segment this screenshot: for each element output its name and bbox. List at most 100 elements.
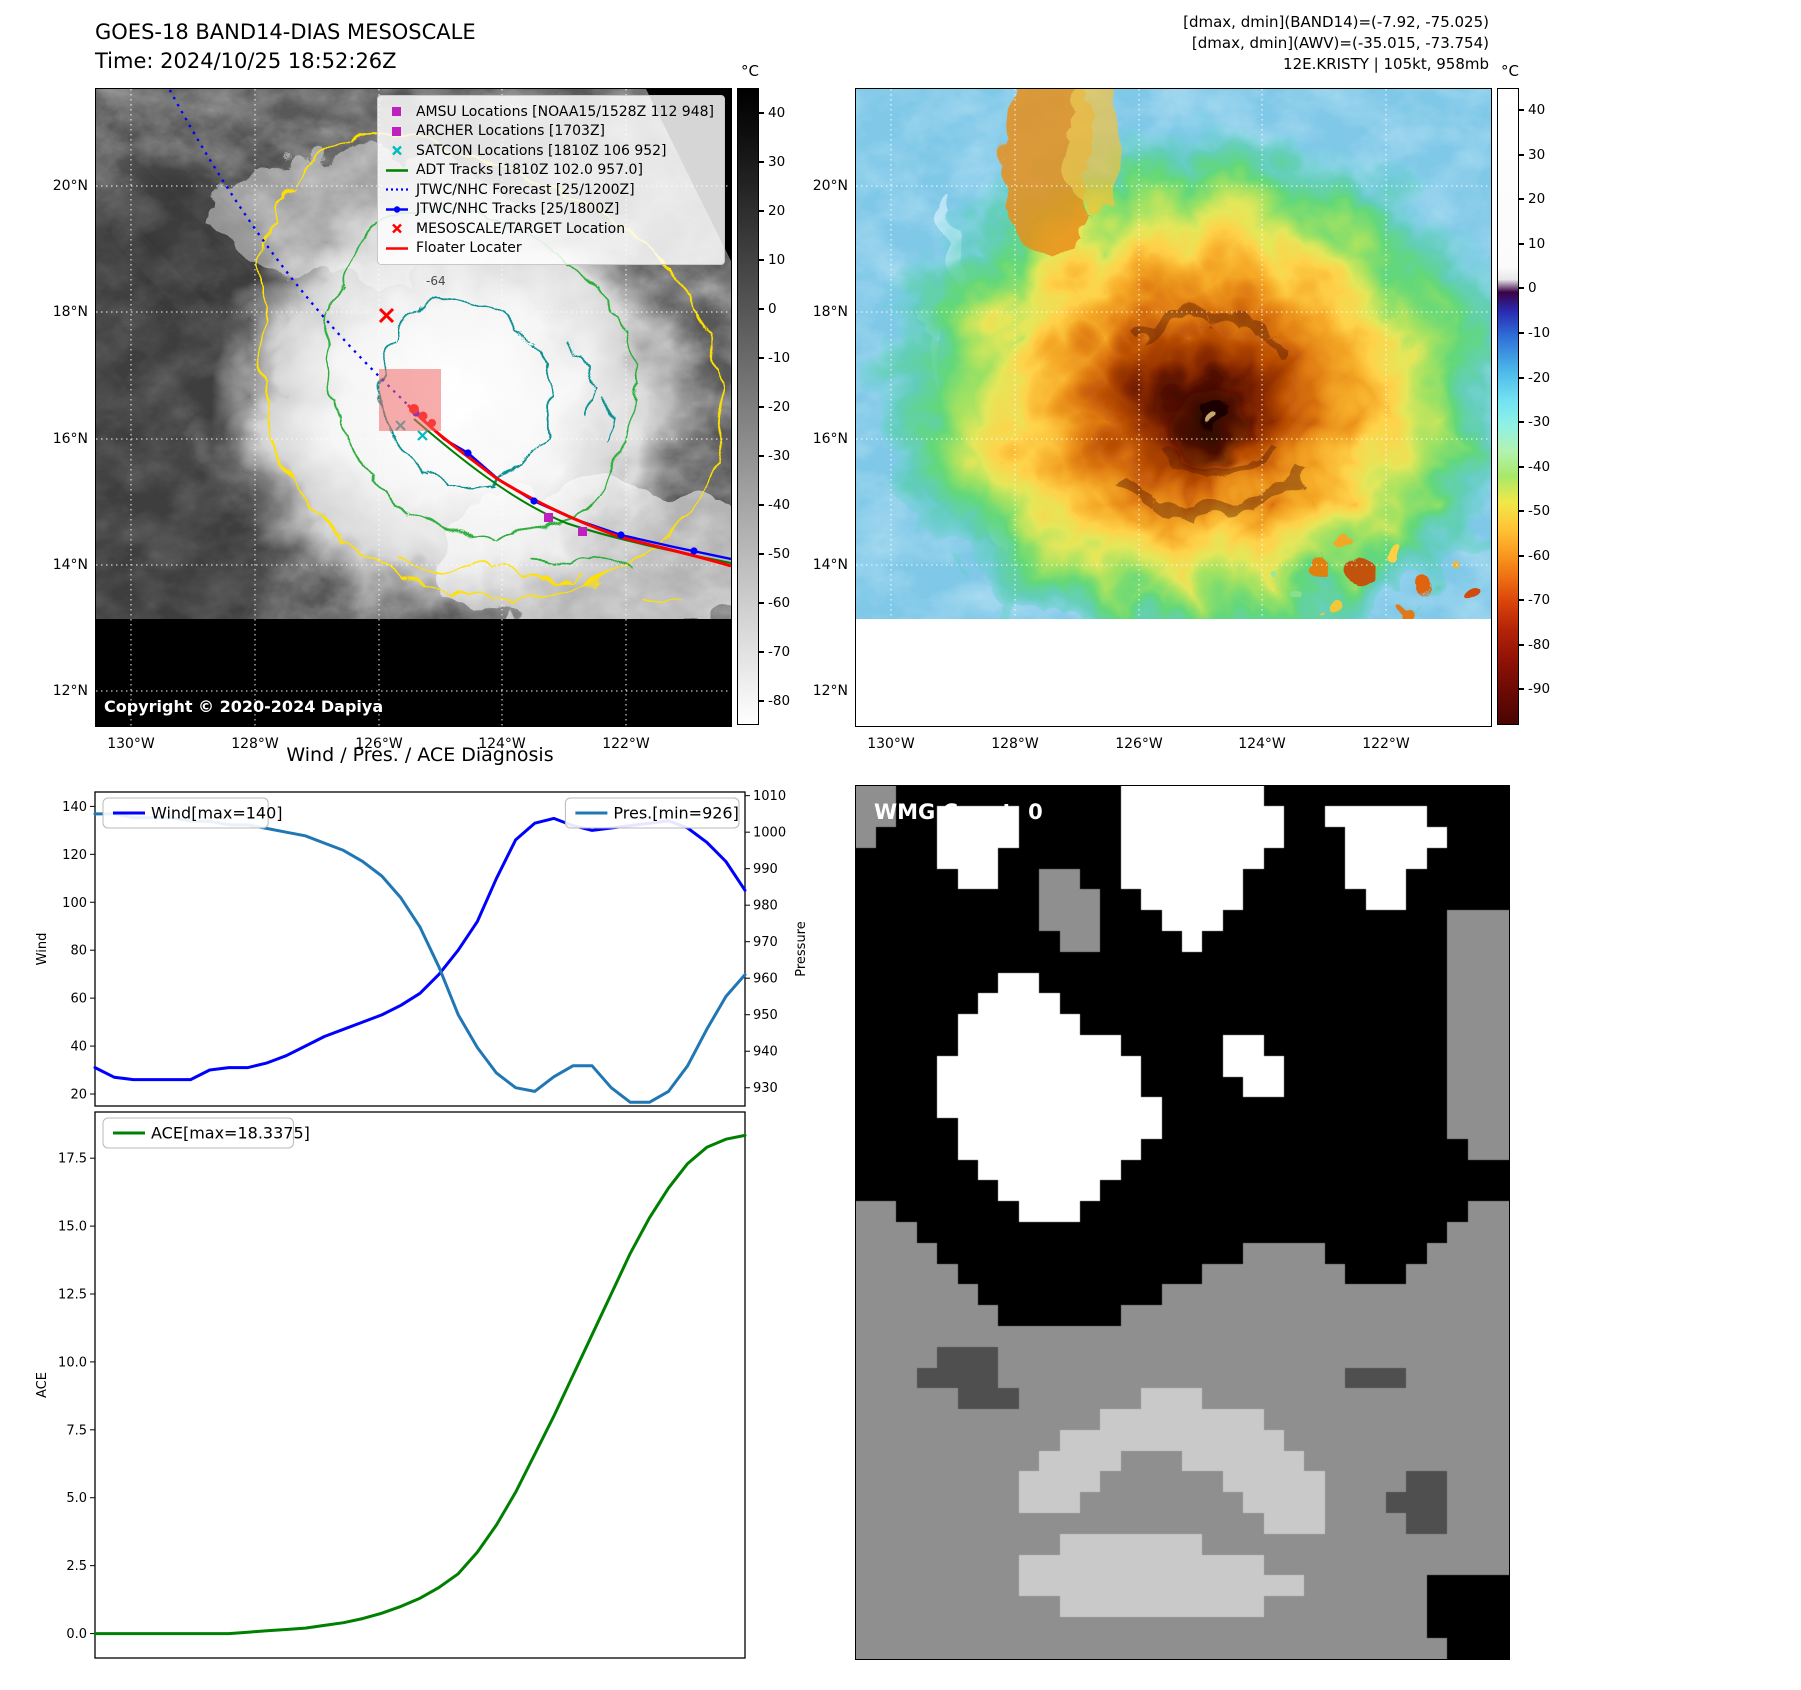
legend-item-label: Floater Locater (415, 240, 522, 257)
no-data-region (856, 619, 1491, 726)
colorbar-tick (759, 258, 764, 261)
colorbar-tick-label: -40 (1528, 458, 1551, 475)
colorbar-ir: °C 40 30 20 10 0 -10 -20 -30 -40 -50 -60 -70 -80 -90 (1497, 62, 1550, 725)
floater-track (406, 403, 731, 568)
colorbar-tick (1519, 332, 1524, 334)
colorbar-tick-label: 40 (1528, 102, 1546, 119)
lon-tick-label: 128°W (231, 736, 279, 752)
line-marker-icon (385, 246, 408, 250)
y-tick-label: 7.5 (66, 1423, 87, 1438)
colorbar-tick (1519, 688, 1524, 691)
colorbar-tick (1519, 421, 1524, 424)
colorbar-tick-label: -60 (1528, 547, 1551, 564)
archer-marker (578, 527, 587, 536)
lon-tick-label: 124°W (478, 736, 526, 752)
wmg-count-label: WMG Count: 0 (874, 800, 1043, 824)
colorbar-tick (1519, 643, 1524, 646)
storm-info-header: [dmax, dmin](BAND14)=(-7.92, -75.025) [d… (1183, 12, 1489, 75)
y-tick-label: 17.5 (58, 1152, 87, 1167)
lat-tick-label: 16°N (812, 431, 848, 447)
colorbar-tick-label: 30 (768, 153, 786, 170)
legend-item-label: MESOSCALE/TARGET Location (415, 220, 626, 237)
legend-item: SATCON Locations [1810Z 106 952] (384, 141, 714, 161)
colorbar-tick-label: -20 (1528, 369, 1551, 386)
colorbar-tick (1519, 510, 1524, 513)
dmax-dmin-awv: [dmax, dmin](AWV)=(-35.015, -73.754) (1191, 34, 1489, 52)
lon-tick-label: 126°W (1115, 736, 1163, 752)
colorbar-tick-label: -30 (768, 447, 791, 464)
colorbar-tick (1519, 153, 1524, 156)
square-marker-icon (391, 126, 401, 136)
lat-tick-label: 12°N (52, 683, 88, 699)
colorbar-tick-label: -60 (768, 594, 791, 611)
amsu-marker (544, 513, 553, 522)
y-tick-label: 10.0 (58, 1355, 87, 1370)
colorbar-tick-label: 0 (1528, 280, 1537, 297)
axis-label: ACE (35, 1372, 50, 1398)
contour-value-label: -64 (426, 274, 446, 288)
colorbar-tick (759, 405, 764, 408)
y-tick-label: 990 (753, 862, 778, 877)
colorbar-tick-label: -20 (768, 398, 791, 415)
colorbar-band14: °C 40 30 20 10 0 -10 -20 -30 -40 -50 -60 -70 -80 (737, 62, 790, 725)
colorbar-tick (759, 307, 764, 310)
mesoscale-target-box (379, 369, 441, 431)
lat-tick-label: 12°N (812, 683, 848, 699)
series-line (93, 812, 747, 1104)
y-tick-label: 80 (70, 944, 87, 959)
chart-legend-label: Wind[max=140] (151, 804, 283, 823)
lon-tick-label: 126°W (355, 736, 403, 752)
storm-id-intensity: 12E.KRISTY | 105kt, 958mb (1283, 55, 1489, 73)
colorbar-tick-label: -80 (1528, 636, 1551, 653)
colorbar-tick (759, 601, 764, 604)
colorbar-tick-label: -40 (768, 496, 791, 513)
charts-section-title: Wind / Pres. / ACE Diagnosis (286, 744, 554, 766)
rainbow-colorbar (1497, 88, 1519, 725)
lat-tick-label: 14°N (52, 557, 88, 573)
colorbar-tick (759, 356, 764, 359)
y-tick-label: 930 (753, 1081, 778, 1096)
mesoscale-target-x-icon (378, 307, 395, 324)
goes-title-line: GOES-18 BAND14-DIAS MESOSCALE (95, 20, 476, 44)
colorbar-tick-label: 40 (768, 104, 786, 121)
y-tick-label: 20 (70, 1088, 87, 1103)
copyright-text: Copyright © 2020-2024 Dapiya (104, 697, 384, 716)
convective-cells (1262, 527, 1476, 616)
chart-legend-label: Pres.[min=926] (613, 804, 738, 823)
line-dot-marker-icon (385, 206, 408, 213)
axis-label: Pressure (794, 921, 809, 977)
colorbar-tick (759, 209, 764, 212)
legend-item-label: JTWC/NHC Forecast [25/1200Z] (415, 181, 635, 198)
lon-tick-label: 128°W (991, 736, 1039, 752)
chart-legend-label: ACE[max=18.3375] (151, 1124, 310, 1143)
y-tick-label: 970 (753, 935, 778, 950)
chart-frame (94, 791, 746, 1107)
ir-color-satellite-image (856, 89, 1491, 726)
colorbar-tick-label: -80 (768, 692, 791, 709)
ir-storm-mass (861, 99, 1491, 649)
y-tick-label: 1010 (753, 789, 786, 804)
no-data-region (96, 619, 731, 726)
legend-item: ARCHER Locations [1703Z] (384, 122, 714, 142)
colorbar-tick-label: -90 (1528, 681, 1551, 698)
y-tick-label: 1000 (753, 826, 786, 841)
lat-tick-label: 20°N (812, 178, 848, 194)
colorbar-tick (759, 650, 764, 653)
chart-frame (94, 1111, 746, 1659)
series-line (93, 816, 747, 1082)
x-marker-icon (392, 223, 402, 234)
y-tick-label: 940 (753, 1045, 778, 1060)
colorbar-tick (759, 699, 764, 702)
y-tick-label: 980 (753, 899, 778, 914)
y-tick-label: 120 (62, 848, 87, 863)
lon-tick-label: 124°W (1238, 736, 1286, 752)
colorbar-tick-label: 20 (768, 202, 786, 219)
legend-item-label: ADT Tracks [1810Z 102.0 957.0] (415, 162, 643, 179)
legend-item: JTWC/NHC Tracks [25/1800Z] (384, 200, 714, 220)
colorbar-unit-label: °C (1501, 62, 1519, 80)
track-markers (378, 307, 698, 555)
series-line (93, 1133, 747, 1636)
lon-tick-label: 122°W (1362, 736, 1410, 752)
colorbar-tick (759, 454, 764, 457)
square-marker-icon (391, 107, 401, 117)
